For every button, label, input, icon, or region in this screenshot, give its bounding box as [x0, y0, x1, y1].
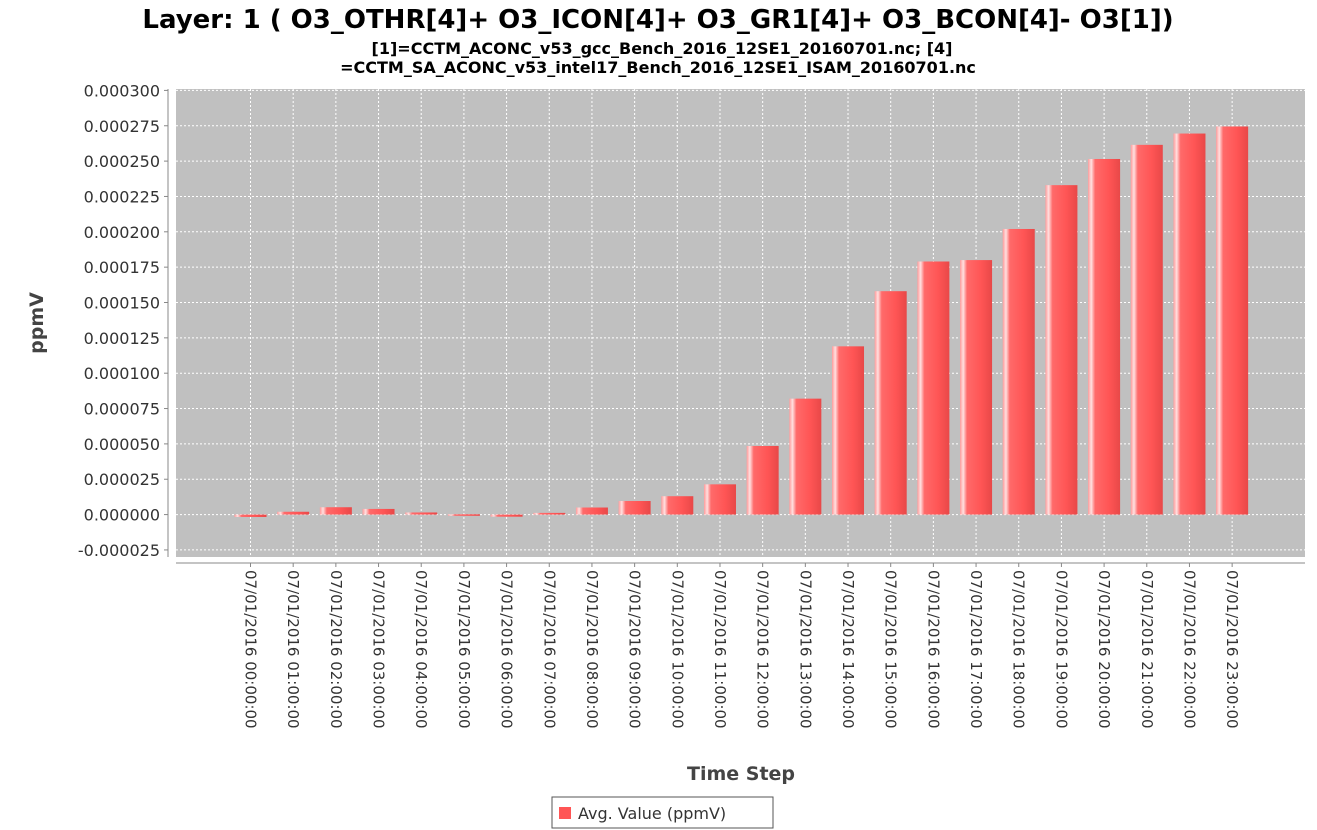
- bar: [1130, 144, 1163, 515]
- chart-subtitle-line-2: =CCTM_SA_ACONC_v53_intel17_Bench_2016_12…: [340, 58, 976, 77]
- y-tick-label: 0.000000: [84, 506, 160, 525]
- bar: [661, 496, 694, 515]
- bars: [234, 126, 1249, 517]
- bar: [746, 446, 779, 515]
- bar: [1002, 228, 1035, 515]
- x-tick-label: 07/01/2016 02:00:00: [327, 570, 345, 729]
- x-tick-label: 07/01/2016 10:00:00: [668, 570, 686, 729]
- x-tick-label: 07/01/2016 20:00:00: [1095, 570, 1113, 729]
- x-tick-label: 07/01/2016 00:00:00: [242, 570, 260, 729]
- y-tick-label: 0.000050: [84, 435, 160, 454]
- bar: [490, 514, 523, 517]
- y-tick-label: 0.000025: [84, 470, 160, 489]
- y-tick-label: 0.000150: [84, 293, 160, 312]
- legend-box: [551, 796, 774, 829]
- x-tick-label: 07/01/2016 12:00:00: [754, 570, 772, 729]
- bar: [405, 512, 438, 515]
- x-tick-label: 07/01/2016 19:00:00: [1052, 570, 1070, 729]
- chart-subtitle-line-1: [1]=CCTM_ACONC_v53_gcc_Bench_2016_12SE1_…: [372, 39, 953, 58]
- bar: [960, 260, 993, 515]
- bar: [874, 291, 907, 515]
- y-tick-label: 0.000125: [84, 329, 160, 348]
- x-tick-label: 07/01/2016 18:00:00: [1010, 570, 1028, 729]
- y-tick-label: 0.000300: [84, 81, 160, 100]
- y-tick-label: 0.000200: [84, 223, 160, 242]
- chart-title: Layer: 1 ( O3_OTHR[4]+ O3_ICON[4]+ O3_GR…: [142, 5, 1173, 35]
- legend-swatch: [559, 807, 571, 819]
- bar: [277, 511, 310, 515]
- legend: Avg. Value (ppmV): [551, 796, 774, 829]
- bar: [789, 398, 822, 515]
- bar: [575, 507, 608, 515]
- bar: [1045, 185, 1078, 515]
- bar: [917, 261, 950, 515]
- bar: [447, 514, 480, 516]
- bar: [1088, 158, 1121, 515]
- x-tick-label: 07/01/2016 03:00:00: [370, 570, 388, 729]
- x-tick-label: 07/01/2016 15:00:00: [882, 570, 900, 729]
- bar: [234, 514, 267, 517]
- x-tick-label: 07/01/2016 14:00:00: [839, 570, 857, 729]
- x-axis-ticks: 07/01/2016 00:00:00 07/01/2016 01:00:00 07…: [242, 563, 1241, 729]
- x-axis-label: Time Step: [687, 763, 795, 785]
- bar: [1173, 133, 1206, 515]
- x-tick-label: 07/01/2016 05:00:00: [455, 570, 473, 729]
- y-tick-label: 0.000275: [84, 117, 160, 136]
- y-axis-ticks: -0.000025 0.000000 0.000025 0.000050 0.00007…: [78, 81, 168, 560]
- x-tick-label: 07/01/2016 17:00:00: [967, 570, 985, 729]
- x-tick-label: 07/01/2016 16:00:00: [924, 570, 942, 729]
- x-tick-label: 07/01/2016 06:00:00: [498, 570, 516, 729]
- bar: [533, 512, 566, 515]
- y-tick-label: 0.000100: [84, 364, 160, 383]
- x-tick-label: 07/01/2016 11:00:00: [711, 570, 729, 729]
- x-tick-label: 07/01/2016 01:00:00: [284, 570, 302, 729]
- bar: [618, 501, 651, 515]
- bar: [362, 508, 395, 515]
- x-tick-label: 07/01/2016 04:00:00: [412, 570, 430, 729]
- y-axis-label: ppmV: [26, 292, 48, 354]
- x-tick-label: 07/01/2016 22:00:00: [1180, 570, 1198, 729]
- x-tick-label: 07/01/2016 23:00:00: [1223, 570, 1241, 729]
- x-tick-label: 07/01/2016 21:00:00: [1138, 570, 1156, 729]
- bar: [1216, 126, 1249, 515]
- y-tick-label: 0.000225: [84, 187, 160, 206]
- legend-label: Avg. Value (ppmV): [578, 804, 726, 823]
- bar: [832, 346, 865, 515]
- y-tick-label: 0.000175: [84, 258, 160, 277]
- x-tick-label: 07/01/2016 07:00:00: [540, 570, 558, 729]
- x-tick-label: 07/01/2016 13:00:00: [796, 570, 814, 729]
- bar: [319, 507, 352, 515]
- y-tick-label: -0.000025: [78, 541, 160, 560]
- y-tick-label: 0.000250: [84, 152, 160, 171]
- x-tick-label: 07/01/2016 09:00:00: [626, 570, 644, 729]
- y-tick-label: 0.000075: [84, 400, 160, 419]
- x-tick-label: 07/01/2016 08:00:00: [583, 570, 601, 729]
- bar: [703, 484, 736, 515]
